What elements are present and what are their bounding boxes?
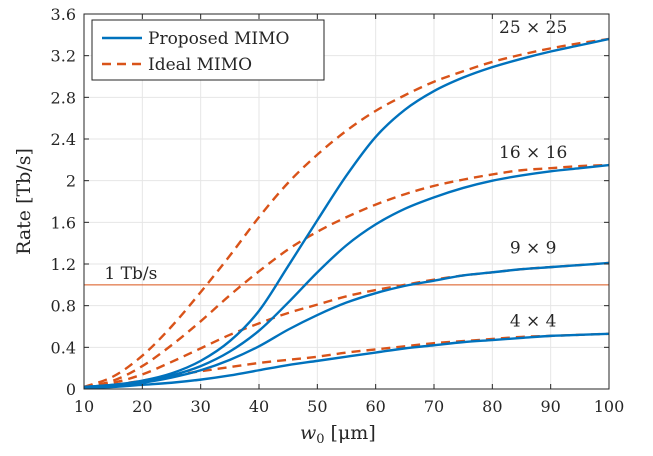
y-axis-label: Rate [Tb/s]: [13, 148, 35, 255]
y-tick-label: 3.6: [51, 5, 76, 24]
x-tick-label: 30: [190, 397, 210, 416]
series-line-ideal-25x25: [83, 37, 610, 389]
axis-ticks: 10 20 30 40 50 60 70 80 90 100 0 0.4 0.8 1.2 1.6 2 2.4 2.…: [51, 5, 625, 416]
x-tick-label: 40: [249, 397, 269, 416]
reference-line-label: 1 Tb/s: [104, 264, 157, 284]
x-axis-label-subscript: 0: [316, 432, 324, 447]
x-axis-label-unit: [μm]: [331, 422, 376, 444]
y-tick-label: 2.4: [51, 130, 76, 149]
x-tick-label: 60: [365, 397, 385, 416]
legend-label-proposed: Proposed MIMO: [148, 29, 289, 49]
y-tick-label: 0.4: [51, 338, 76, 357]
curve-annotation: 16 × 16: [499, 143, 567, 163]
x-axis-label: w0 [μm]: [300, 422, 376, 447]
y-tick-label: 2: [66, 172, 76, 191]
x-tick-label: 80: [482, 397, 502, 416]
x-tick-label: 10: [74, 397, 94, 416]
series-line-proposed-9x9: [83, 261, 610, 389]
y-tick-label: 1.2: [51, 255, 76, 274]
y-tick-label: 1.6: [51, 213, 76, 232]
plot-frame: [83, 13, 610, 390]
x-tick-label: 100: [594, 397, 625, 416]
curve-annotation: 4 × 4: [510, 312, 557, 332]
y-tick-label: 0: [66, 380, 76, 399]
y-tick-label: 3.2: [51, 47, 76, 66]
x-tick-label: 20: [132, 397, 152, 416]
legend: Proposed MIMO Ideal MIMO: [91, 19, 325, 81]
series-line-proposed-4x4: [83, 332, 610, 390]
x-tick-label: 50: [307, 397, 327, 416]
series-layer: [83, 37, 610, 390]
x-tick-label: 70: [424, 397, 444, 416]
x-tick-label: 90: [540, 397, 560, 416]
y-tick-label: 2.8: [51, 88, 76, 107]
series-line-proposed-16x16: [83, 163, 610, 389]
series-line-ideal-16x16: [83, 163, 610, 389]
legend-label-ideal: Ideal MIMO: [148, 55, 252, 75]
series-line-proposed-25x25: [83, 37, 610, 389]
curve-annotations: 25 × 25 16 × 16 9 × 9 4 × 4: [499, 18, 567, 332]
legend-box: [91, 19, 325, 81]
curve-annotation: 25 × 25: [499, 18, 567, 38]
curve-annotation: 9 × 9: [510, 239, 557, 259]
x-axis-label-symbol: w: [300, 422, 316, 444]
y-tick-label: 0.8: [51, 297, 76, 316]
